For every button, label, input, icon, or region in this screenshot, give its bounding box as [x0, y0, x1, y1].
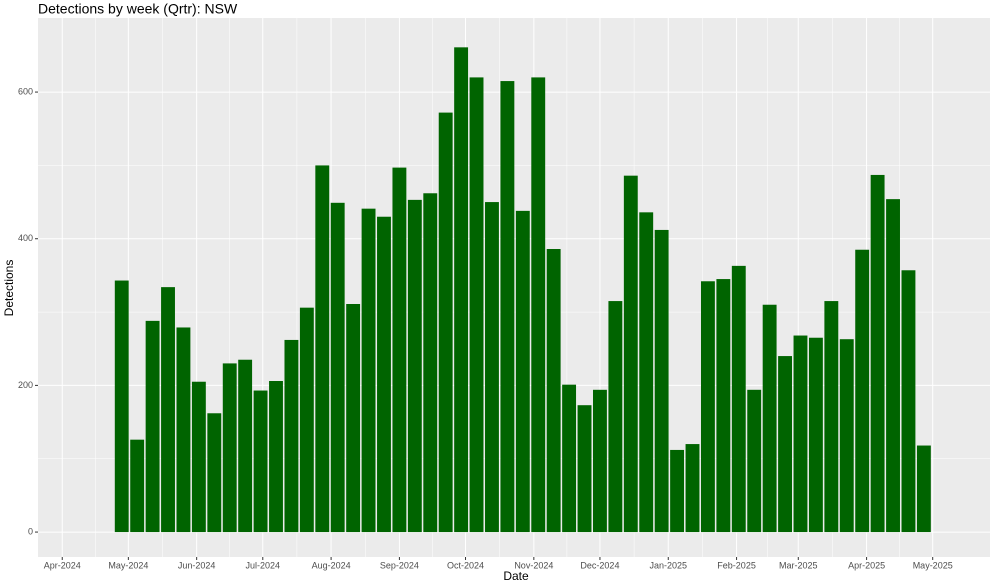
- x-tick-label: May-2025: [913, 560, 953, 570]
- bar: [916, 445, 931, 533]
- bar: [238, 359, 253, 533]
- bar: [284, 339, 299, 533]
- bar: [870, 174, 885, 533]
- bar: [485, 202, 499, 533]
- bar: [114, 280, 129, 533]
- bar: [762, 304, 777, 533]
- bar: [161, 287, 175, 533]
- bar: [469, 77, 484, 533]
- bar: [577, 405, 592, 533]
- bar: [377, 216, 391, 533]
- bar: [299, 307, 314, 533]
- bar: [130, 439, 145, 533]
- bar: [346, 304, 361, 533]
- bar: [901, 270, 916, 533]
- bar: [639, 212, 654, 533]
- x-axis-title: Date: [503, 569, 529, 583]
- bar: [546, 249, 561, 533]
- y-tick-label: 200: [18, 380, 33, 390]
- bar: [562, 384, 577, 533]
- bar: [361, 208, 376, 533]
- bar: [222, 363, 237, 533]
- bar: [808, 337, 823, 533]
- bar: [778, 356, 792, 533]
- bar: [793, 335, 808, 533]
- bar: [531, 77, 546, 533]
- y-axis-title: Detections: [2, 260, 16, 317]
- y-tick-label: 0: [28, 526, 33, 536]
- bar: [423, 193, 438, 533]
- bar: [253, 390, 268, 533]
- bar: [207, 413, 222, 533]
- x-tick-label: Dec-2024: [580, 560, 619, 570]
- bar: [438, 112, 453, 533]
- x-tick-label: Aug-2024: [312, 560, 351, 570]
- bar: [654, 229, 669, 533]
- bar: [392, 167, 407, 533]
- bar: [176, 327, 191, 533]
- bar: [747, 389, 762, 533]
- bar: [716, 279, 731, 533]
- bar: [839, 339, 854, 533]
- y-tick-label: 600: [18, 86, 33, 96]
- x-tick-label: Sep-2024: [380, 560, 419, 570]
- chart-title: Detections by week (Qrtr): NSW: [38, 1, 238, 17]
- x-tick-label: Apr-2024: [44, 560, 81, 570]
- bar: [700, 281, 715, 533]
- x-tick-label: Jul-2024: [246, 560, 281, 570]
- x-tick-label: Apr-2025: [848, 560, 885, 570]
- bar: [500, 81, 515, 533]
- bar: [407, 199, 422, 533]
- x-tick-label: Oct-2024: [447, 560, 484, 570]
- bar: [886, 199, 900, 533]
- x-tick-label: Jan-2025: [649, 560, 687, 570]
- x-tick-label: Mar-2025: [779, 560, 818, 570]
- bar: [685, 444, 700, 533]
- x-tick-label: Feb-2025: [717, 560, 756, 570]
- bar: [731, 265, 746, 533]
- bar: [824, 301, 839, 533]
- bar: [454, 47, 469, 533]
- x-tick-label: May-2024: [108, 560, 148, 570]
- x-tick-label: Nov-2024: [514, 560, 553, 570]
- bar: [191, 381, 206, 533]
- y-tick-label: 400: [18, 233, 33, 243]
- bar: [623, 175, 638, 533]
- bar: [855, 249, 870, 533]
- bar: [593, 389, 607, 533]
- bar: [315, 165, 330, 533]
- bar: [145, 320, 160, 533]
- x-tick-label: Jun-2024: [178, 560, 216, 570]
- bar: [608, 301, 623, 533]
- bar: [670, 449, 685, 533]
- bar: [515, 210, 530, 533]
- bar: [330, 202, 345, 533]
- bar: [269, 381, 283, 533]
